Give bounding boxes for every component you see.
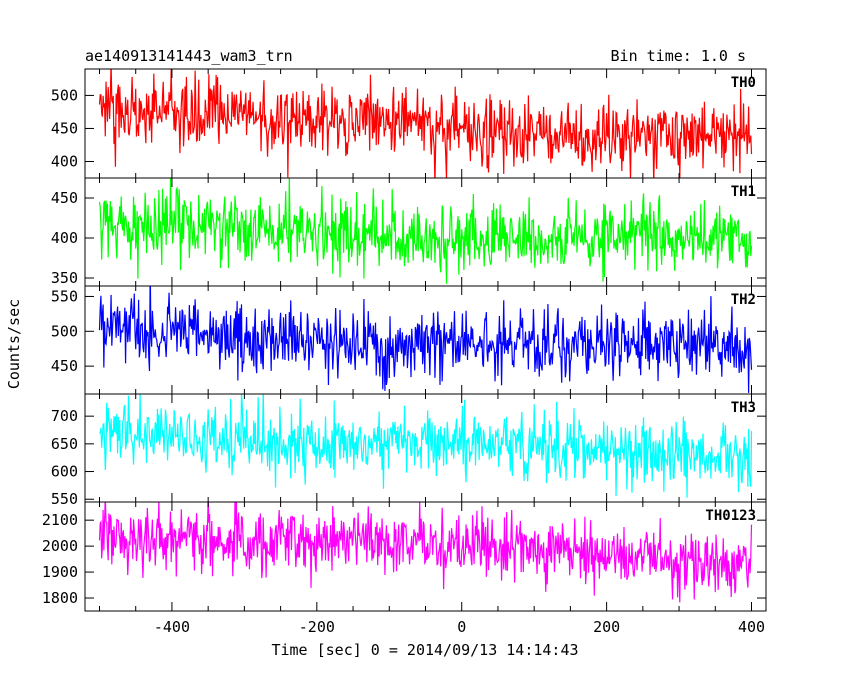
y-tick-label: 1900 xyxy=(42,563,78,581)
x-tick-label: 0 xyxy=(457,618,466,636)
y-tick-label: 600 xyxy=(51,463,78,481)
x-tick-label: -200 xyxy=(299,618,335,636)
y-tick-label: 400 xyxy=(51,229,78,247)
panel-label-th0: TH0 xyxy=(731,75,756,91)
series-th3 xyxy=(99,394,753,498)
x-axis: -400 -200 0 200 400 xyxy=(154,618,765,636)
panel-label-th1: TH1 xyxy=(731,184,756,200)
figure-title: ae140913141443_wam3_trn xyxy=(85,47,293,65)
panel-th0123: 1800 1900 2000 2100 TH0123 xyxy=(42,501,767,612)
y-tick-label: 500 xyxy=(51,86,78,104)
y-tick-label: 400 xyxy=(51,152,78,170)
y-axis-title: Counts/sec xyxy=(5,299,23,389)
y-tick-label: 2100 xyxy=(42,511,78,529)
y-tick-label: 1800 xyxy=(42,589,78,607)
series-th0 xyxy=(98,69,753,178)
y-tick-label: 450 xyxy=(51,189,78,207)
panel-th3: 550 600 650 700 TH3 xyxy=(51,393,767,508)
y-tick-label: 450 xyxy=(51,119,78,137)
y-tick-label: 550 xyxy=(51,287,78,305)
panel-label-th3: TH3 xyxy=(731,400,756,416)
x-tick-label: 200 xyxy=(593,618,620,636)
x-tick-label: 400 xyxy=(738,618,765,636)
bin-time-label: Bin time: 1.0 s xyxy=(611,47,746,65)
y-tick-label: 700 xyxy=(51,407,78,425)
y-tick-label: 650 xyxy=(51,435,78,453)
panel-th2: 450 500 550 TH2 xyxy=(51,285,767,395)
panels-group: 400 450 500 TH0 350 400 450 TH1 450 500 550 TH2 550 6… xyxy=(42,68,767,612)
y-tick-label: 550 xyxy=(51,490,78,508)
series-th2 xyxy=(98,286,753,393)
x-axis-title: Time [sec] 0 = 2014/09/13 14:14:43 xyxy=(271,641,578,659)
panel-label-th0123: TH0123 xyxy=(705,508,756,524)
panel-label-th2: TH2 xyxy=(731,292,756,308)
y-tick-label: 350 xyxy=(51,269,78,287)
y-tick-label: 2000 xyxy=(42,537,78,555)
series-th0123 xyxy=(98,502,753,603)
panel-th1: 350 400 450 TH1 xyxy=(51,177,767,287)
series-th1 xyxy=(98,178,753,284)
x-tick-label: -400 xyxy=(154,618,190,636)
y-tick-label: 450 xyxy=(51,357,78,375)
panel-th0: 400 450 500 TH0 xyxy=(51,68,767,179)
y-tick-label: 500 xyxy=(51,322,78,340)
